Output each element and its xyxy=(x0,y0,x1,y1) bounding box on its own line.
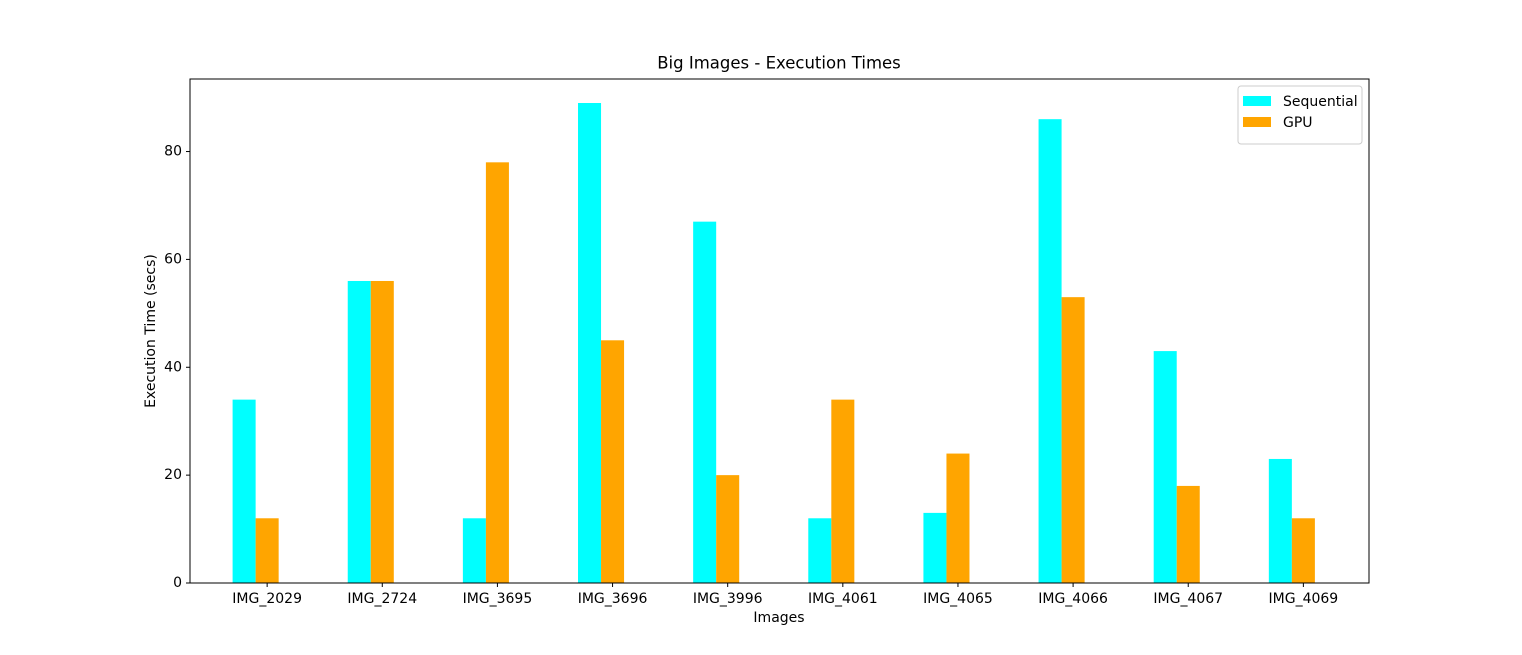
bar xyxy=(923,512,947,583)
x-tick-label: IMG_4065 xyxy=(923,591,993,607)
bar xyxy=(1176,485,1200,583)
x-tick-label: IMG_4069 xyxy=(1269,591,1339,607)
x-tick-label: IMG_2724 xyxy=(347,591,417,607)
legend-swatch xyxy=(1243,96,1271,106)
bar xyxy=(232,399,256,583)
bar xyxy=(716,475,740,583)
bar xyxy=(255,518,279,583)
y-tick-label: 80 xyxy=(164,144,182,160)
bar xyxy=(578,103,602,583)
bar xyxy=(370,280,394,583)
chart-title: Big Images - Execution Times xyxy=(657,54,901,73)
bar xyxy=(693,221,717,584)
bar xyxy=(1153,351,1177,583)
legend-swatch xyxy=(1243,117,1271,127)
bar xyxy=(946,453,970,583)
bar xyxy=(347,280,371,583)
bar xyxy=(1038,119,1062,583)
y-tick-label: 60 xyxy=(164,251,182,267)
x-tick-label: IMG_2029 xyxy=(232,591,302,607)
y-tick-label: 40 xyxy=(164,359,182,375)
x-tick-label: IMG_3695 xyxy=(463,591,533,607)
y-axis-label: Execution Time (secs) xyxy=(143,254,159,408)
bar xyxy=(808,518,832,583)
bar xyxy=(485,162,509,583)
plot-frame xyxy=(189,78,1370,584)
x-tick-label: IMG_4067 xyxy=(1153,591,1223,607)
bar xyxy=(1291,518,1315,583)
x-axis-label: Images xyxy=(753,610,804,626)
x-tick-label: IMG_4066 xyxy=(1038,591,1108,607)
y-tick-label: 20 xyxy=(164,467,182,483)
legend-label: GPU xyxy=(1283,115,1313,131)
y-tick-label: 0 xyxy=(173,575,182,591)
bar xyxy=(831,399,855,583)
x-tick-label: IMG_3996 xyxy=(693,591,763,607)
bar xyxy=(462,518,486,583)
x-tick-label: IMG_3696 xyxy=(578,591,648,607)
bar xyxy=(601,340,625,583)
legend-label: Sequential xyxy=(1283,94,1358,110)
bar xyxy=(1061,297,1085,583)
x-tick-label: IMG_4061 xyxy=(808,591,878,607)
bar xyxy=(1268,458,1292,583)
